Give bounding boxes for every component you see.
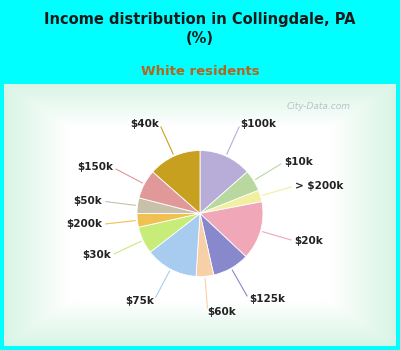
Text: Income distribution in Collingdale, PA
(%): Income distribution in Collingdale, PA (… <box>44 12 356 46</box>
Text: $100k: $100k <box>240 119 276 129</box>
Wedge shape <box>137 198 200 214</box>
Text: White residents: White residents <box>141 65 259 78</box>
Wedge shape <box>200 172 258 214</box>
Wedge shape <box>138 214 200 252</box>
Text: City-Data.com: City-Data.com <box>286 102 350 111</box>
Text: $50k: $50k <box>74 196 102 206</box>
Wedge shape <box>200 202 263 257</box>
Wedge shape <box>139 172 200 214</box>
Text: $75k: $75k <box>125 296 154 306</box>
Text: $10k: $10k <box>284 157 313 167</box>
Text: $40k: $40k <box>130 119 160 129</box>
Text: $150k: $150k <box>77 162 113 172</box>
Wedge shape <box>137 214 200 227</box>
Wedge shape <box>200 190 262 214</box>
Wedge shape <box>200 150 247 214</box>
Wedge shape <box>196 214 214 276</box>
Text: $200k: $200k <box>66 219 102 229</box>
Wedge shape <box>153 150 200 214</box>
Text: > $200k: > $200k <box>295 181 343 191</box>
Text: $125k: $125k <box>249 294 285 304</box>
Text: $30k: $30k <box>82 251 111 260</box>
Wedge shape <box>200 214 246 275</box>
Text: $20k: $20k <box>295 236 324 246</box>
Text: $60k: $60k <box>208 307 236 317</box>
Wedge shape <box>150 214 200 276</box>
